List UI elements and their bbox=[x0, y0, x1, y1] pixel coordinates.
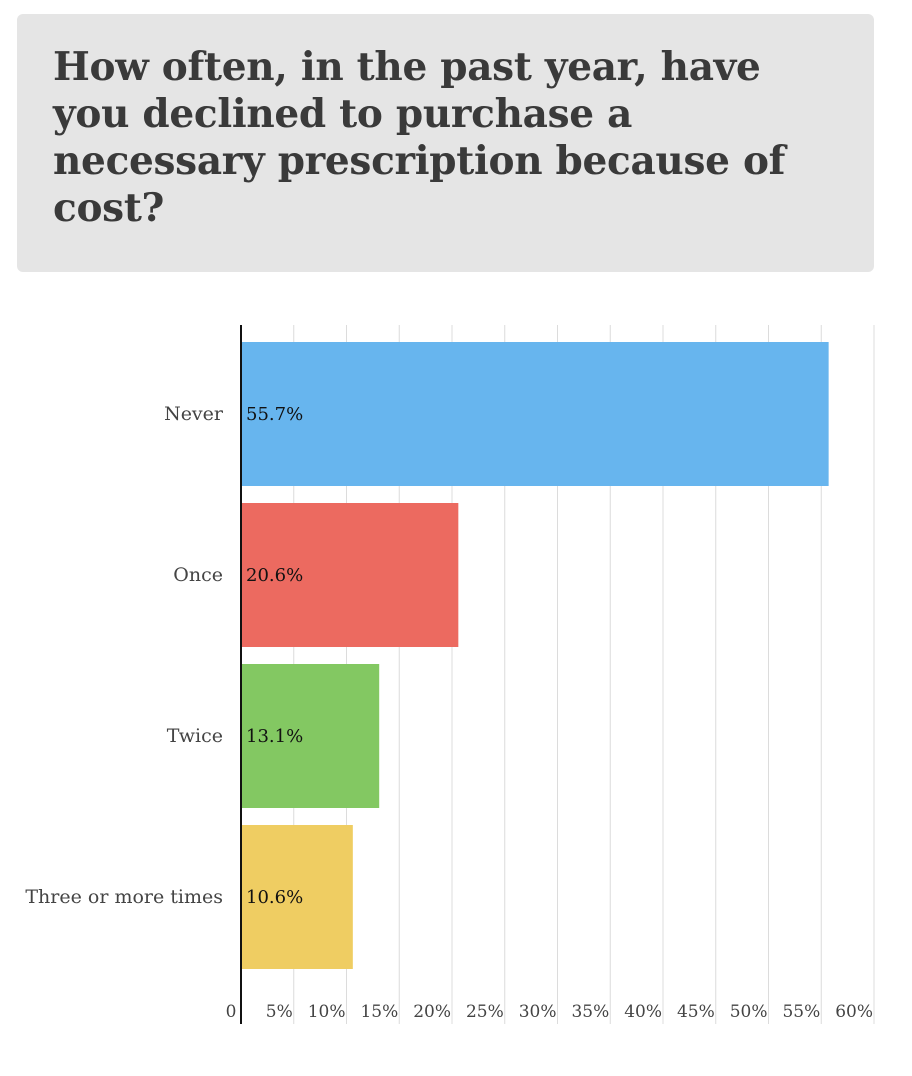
category-label: Three or more times bbox=[25, 886, 223, 908]
value-label: 10.6% bbox=[246, 887, 303, 908]
bar bbox=[241, 664, 380, 808]
x-tick-label: 25% bbox=[466, 1002, 504, 1022]
x-tick-label: 30% bbox=[519, 1002, 557, 1022]
category-label: Twice bbox=[167, 725, 223, 747]
x-tick-label: 5% bbox=[266, 1002, 293, 1022]
labels: Never 55.7% Once 20.6% Twice 13.1% Three or mo… bbox=[25, 403, 303, 908]
x-tick-label: 55% bbox=[782, 1002, 820, 1022]
value-label: 20.6% bbox=[246, 565, 303, 586]
x-tick-label: 60% bbox=[835, 1002, 873, 1022]
x-axis-ticks: 0 5% 10% 15% 20% 25% 30% 35% 40% 45% 50% 55% 60% bbox=[226, 1002, 873, 1022]
bars bbox=[241, 342, 829, 969]
bar bbox=[241, 503, 459, 647]
category-label: Once bbox=[173, 564, 223, 586]
x-tick-label: 15% bbox=[360, 1002, 398, 1022]
chart-title: How often, in the past year, have you de… bbox=[53, 44, 786, 231]
bar bbox=[241, 825, 353, 969]
x-tick-label: 40% bbox=[624, 1002, 662, 1022]
x-tick-label: 20% bbox=[413, 1002, 451, 1022]
x-tick-label: 50% bbox=[730, 1002, 768, 1022]
x-tick-label: 0 bbox=[226, 1002, 237, 1022]
value-label: 13.1% bbox=[246, 726, 303, 747]
x-tick-label: 35% bbox=[571, 1002, 609, 1022]
x-tick-label: 10% bbox=[308, 1002, 346, 1022]
category-label: Never bbox=[164, 403, 224, 425]
title-box: How often, in the past year, have you de… bbox=[17, 14, 874, 272]
bar bbox=[241, 342, 829, 486]
x-tick-label: 45% bbox=[677, 1002, 715, 1022]
value-label: 55.7% bbox=[246, 404, 303, 425]
